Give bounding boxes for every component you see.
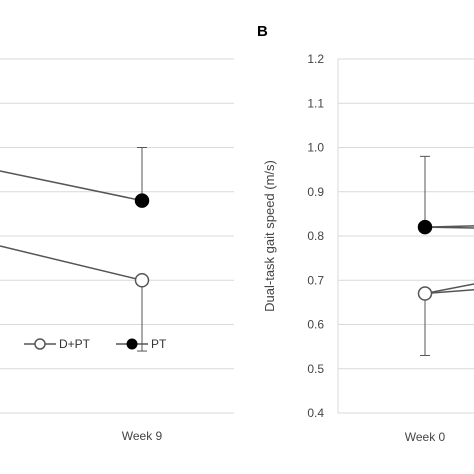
panel-b-series xyxy=(417,155,474,356)
panel-b-y-tick-label: 0.4 xyxy=(307,406,324,420)
panel-b-y-tick-label: 0.5 xyxy=(307,362,324,376)
legend-d-pt-marker xyxy=(34,338,46,350)
panel-a-x-tick-week-9: Week 9 xyxy=(122,429,163,443)
panel-b-series-d-pt-line xyxy=(424,283,474,295)
panel-b-d-pt-point xyxy=(417,286,433,301)
panel-a: Week 9 D+PT PT xyxy=(0,58,234,443)
panel-b-y-axis-title: Dual-task gait speed (m/s) xyxy=(262,160,277,312)
panel-b-y-tick-label: 1.2 xyxy=(307,52,324,66)
panel-a-series-pt-line xyxy=(0,170,143,202)
panel-b-gridlines xyxy=(338,58,474,370)
panel-b-y-tick-label: 1.0 xyxy=(307,141,324,155)
panel-b-pt-point xyxy=(417,219,433,235)
panel-b-y-tick-label: 0.8 xyxy=(307,229,324,243)
panel-b-series-d-pt-line xyxy=(424,289,474,295)
panel-b-y-tick-label: 0.6 xyxy=(307,318,324,332)
panel-b-y-tick-label: 1.1 xyxy=(307,96,324,110)
panel-b-series-pt-line xyxy=(424,225,474,228)
panel-a-series-d-pt-line xyxy=(0,245,143,281)
legend-d-pt-label: D+PT xyxy=(59,337,91,351)
panel-b-y-ticks: 0.4 0.5 0.6 0.7 0.8 0.9 1.0 1.1 1.2 xyxy=(307,52,324,420)
legend-pt-label: PT xyxy=(151,337,167,351)
panel-a-series xyxy=(0,147,150,352)
panel-a-pt-point xyxy=(134,193,150,208)
panel-b-letter: B xyxy=(257,23,268,40)
panel-b-y-tick-label: 0.9 xyxy=(307,185,324,199)
panel-b: B 0.4 0.5 0.6 0.7 0.8 0.9 1.0 1.1 1.2 Dual-task … xyxy=(257,23,474,444)
panel-a-legend: D+PT PT xyxy=(24,337,167,351)
panel-a-gridlines xyxy=(0,58,234,370)
panel-b-x-tick-week-0: Week 0 xyxy=(405,430,446,444)
panel-a-d-pt-point xyxy=(134,273,150,288)
legend-pt-marker xyxy=(126,338,138,350)
panel-b-y-tick-label: 0.7 xyxy=(307,273,324,287)
